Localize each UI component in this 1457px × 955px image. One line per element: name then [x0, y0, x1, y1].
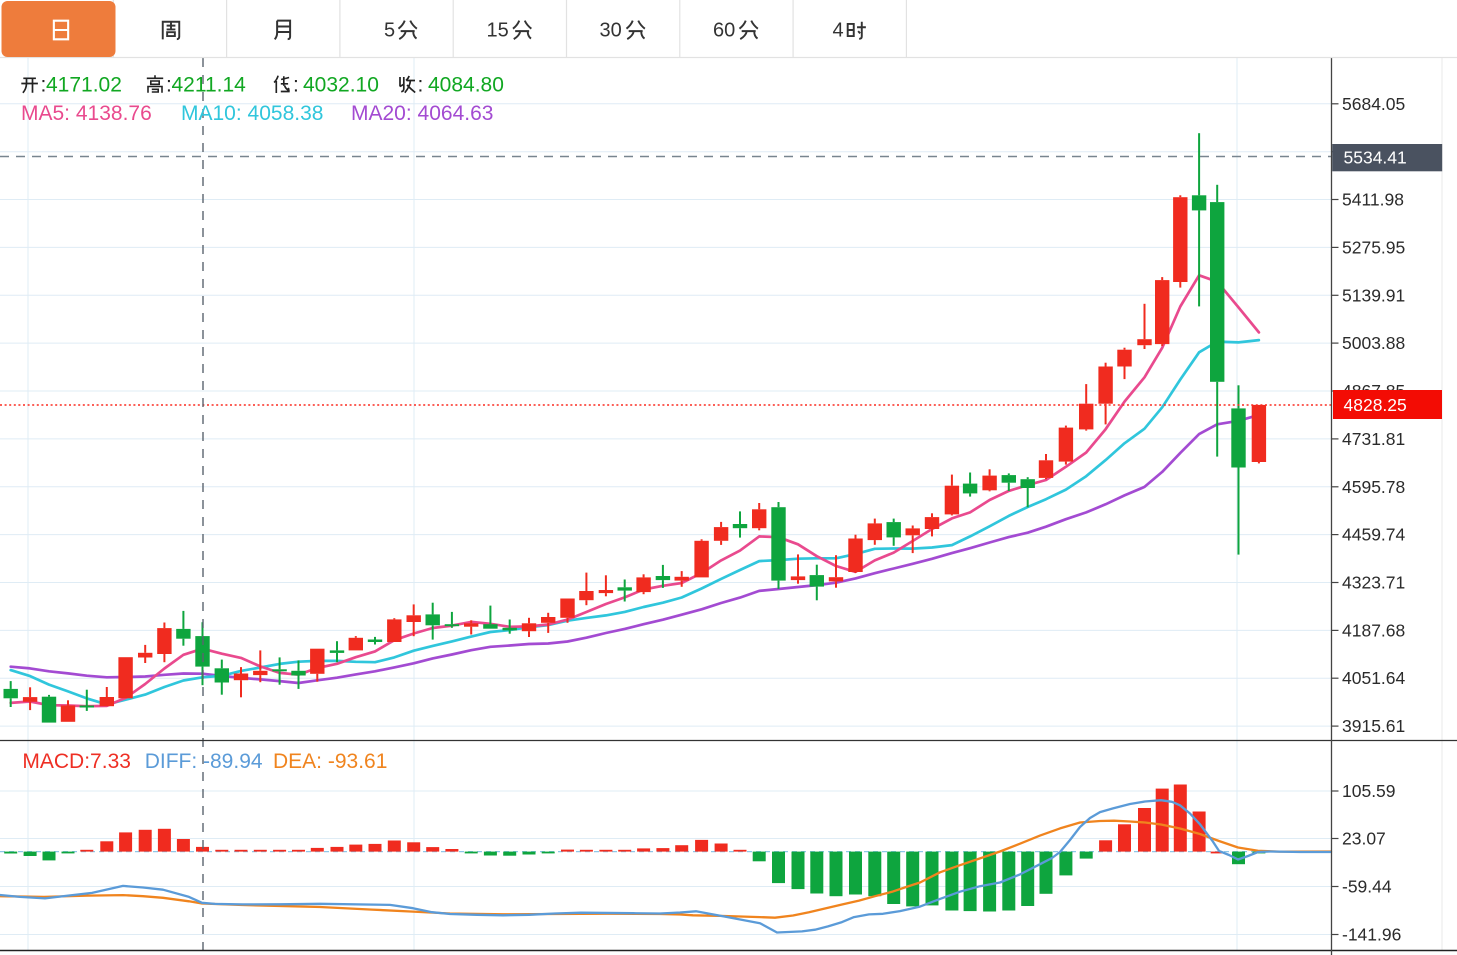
svg-text:4187.68: 4187.68	[1342, 620, 1405, 640]
svg-text:23.07: 23.07	[1342, 829, 1386, 849]
svg-text:4459.74: 4459.74	[1342, 525, 1406, 545]
svg-text:105.59: 105.59	[1342, 781, 1396, 801]
svg-text:5534.41: 5534.41	[1344, 148, 1407, 168]
svg-text:5003.88: 5003.88	[1342, 333, 1405, 353]
svg-text:5139.91: 5139.91	[1342, 285, 1405, 305]
svg-text:4323.71: 4323.71	[1342, 573, 1405, 593]
svg-text:MA20: 4064.63: MA20: 4064.63	[351, 102, 493, 125]
svg-text:5275.95: 5275.95	[1342, 237, 1405, 257]
svg-text:4084.80: 4084.80	[428, 74, 504, 97]
svg-text:DIFF: -89.94: DIFF: -89.94	[145, 750, 263, 773]
svg-text::: :	[41, 74, 47, 97]
svg-text:4595.78: 4595.78	[1342, 477, 1405, 497]
svg-text:30: 30	[600, 20, 622, 42]
svg-text:DEA: -93.61: DEA: -93.61	[273, 750, 387, 773]
svg-text:5411.98: 5411.98	[1342, 190, 1404, 210]
svg-text:4051.64: 4051.64	[1342, 668, 1406, 688]
svg-text:4211.14: 4211.14	[172, 74, 247, 97]
svg-text:4032.10: 4032.10	[303, 74, 379, 97]
svg-text:15: 15	[487, 20, 509, 42]
svg-text:4171.02: 4171.02	[46, 74, 122, 97]
svg-text:MA5: 4138.76: MA5: 4138.76	[21, 102, 152, 125]
svg-text:4: 4	[833, 20, 844, 42]
svg-text:MA10: 4058.38: MA10: 4058.38	[181, 102, 323, 125]
svg-text:-59.44: -59.44	[1342, 877, 1392, 897]
svg-text:5: 5	[384, 20, 395, 42]
svg-text::: :	[166, 74, 172, 97]
svg-text:5684.05: 5684.05	[1342, 94, 1405, 114]
svg-text::: :	[418, 74, 424, 97]
svg-text:3915.61: 3915.61	[1342, 716, 1405, 736]
svg-text:-141.96: -141.96	[1342, 925, 1401, 945]
svg-text:60: 60	[713, 20, 735, 42]
svg-text::: :	[293, 74, 299, 97]
svg-text:MACD:7.33: MACD:7.33	[22, 750, 131, 773]
svg-text:4828.25: 4828.25	[1344, 395, 1407, 415]
svg-text:4731.81: 4731.81	[1342, 429, 1405, 449]
